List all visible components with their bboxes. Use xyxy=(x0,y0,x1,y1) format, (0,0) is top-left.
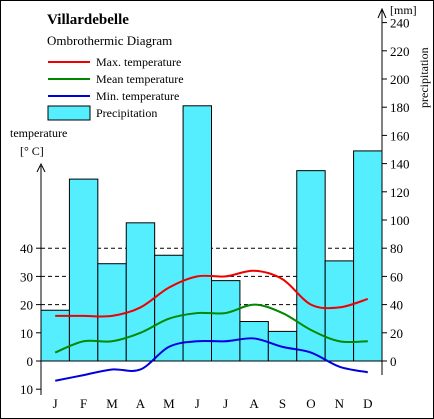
month-tick-label: J xyxy=(223,396,228,411)
precipitation-bar xyxy=(97,263,127,362)
chart-title: Villardebelle xyxy=(47,12,129,28)
left-tick-label: 10 xyxy=(20,382,33,397)
month-tick-label: O xyxy=(306,396,315,411)
precipitation-bar xyxy=(353,150,383,362)
right-axis-arrow xyxy=(377,7,387,19)
month-tick-label: M xyxy=(106,396,118,411)
month-tick-label: D xyxy=(363,396,372,411)
left-tick-label: 10 xyxy=(20,326,33,341)
right-tick-label: 20 xyxy=(390,326,403,341)
right-tick-label: 120 xyxy=(390,185,410,200)
left-axis-arrow xyxy=(36,162,46,173)
right-tick-label: 60 xyxy=(390,269,403,284)
precipitation-bar xyxy=(296,170,326,362)
legend-label: Mean temperature xyxy=(96,72,184,86)
left-axis-unit: [° C] xyxy=(20,144,44,158)
max-temperature-line xyxy=(55,269,369,318)
left-tick-label: 0 xyxy=(27,354,34,369)
left-axis-label: temperature xyxy=(10,126,67,140)
right-tick-label: 160 xyxy=(390,128,410,143)
month-tick-label: J xyxy=(195,396,200,411)
temperature-lines xyxy=(54,269,369,382)
right-tick-label: 240 xyxy=(390,16,410,31)
month-tick-label: J xyxy=(53,396,58,411)
month-tick-label: N xyxy=(335,396,345,411)
right-tick-label: 180 xyxy=(390,100,410,115)
month-tick-label: M xyxy=(163,396,175,411)
left-tick-label: 20 xyxy=(20,298,33,313)
right-tick-label: 0 xyxy=(390,354,397,369)
right-axis-label: precipitation xyxy=(417,47,431,108)
precipitation-bar xyxy=(211,280,241,362)
min-temperature-line xyxy=(55,337,368,382)
month-tick-label: F xyxy=(80,396,87,411)
legend-label: Max. temperature xyxy=(96,55,181,69)
right-tick-label: 40 xyxy=(390,298,403,313)
legend: Max. temperature Mean temperature Min. tem… xyxy=(47,55,184,121)
precipitation-bar xyxy=(267,330,298,362)
chart-subtitle: Ombrothermic Diagram xyxy=(47,33,172,48)
legend-swatch xyxy=(47,105,91,121)
month-tick-label: A xyxy=(249,396,259,411)
mean-temperature-line xyxy=(54,303,368,354)
right-tick-label: 80 xyxy=(390,241,403,256)
precipitation-bar xyxy=(154,254,184,362)
left-tick-label: 30 xyxy=(20,269,33,284)
right-axis-unit: [mm] xyxy=(390,3,417,17)
precipitation-bar xyxy=(324,260,355,362)
precipitation-bar xyxy=(125,222,156,362)
right-tick-label: 200 xyxy=(390,72,410,87)
precipitation-bar xyxy=(68,178,99,362)
precipitation-bar xyxy=(182,105,212,362)
left-tick-label: 40 xyxy=(20,241,33,256)
month-tick-label: S xyxy=(279,396,286,411)
axes: J F M A M J J A S O N D1001020304002040608010012014… xyxy=(20,7,410,411)
legend-label: Precipitation xyxy=(96,106,157,120)
month-tick-label: A xyxy=(136,396,146,411)
right-tick-label: 100 xyxy=(390,213,410,228)
precipitation-bar xyxy=(40,309,70,362)
right-tick-label: 220 xyxy=(390,44,410,59)
legend-label: Min. temperature xyxy=(96,89,179,103)
right-tick-label: 140 xyxy=(390,157,410,172)
